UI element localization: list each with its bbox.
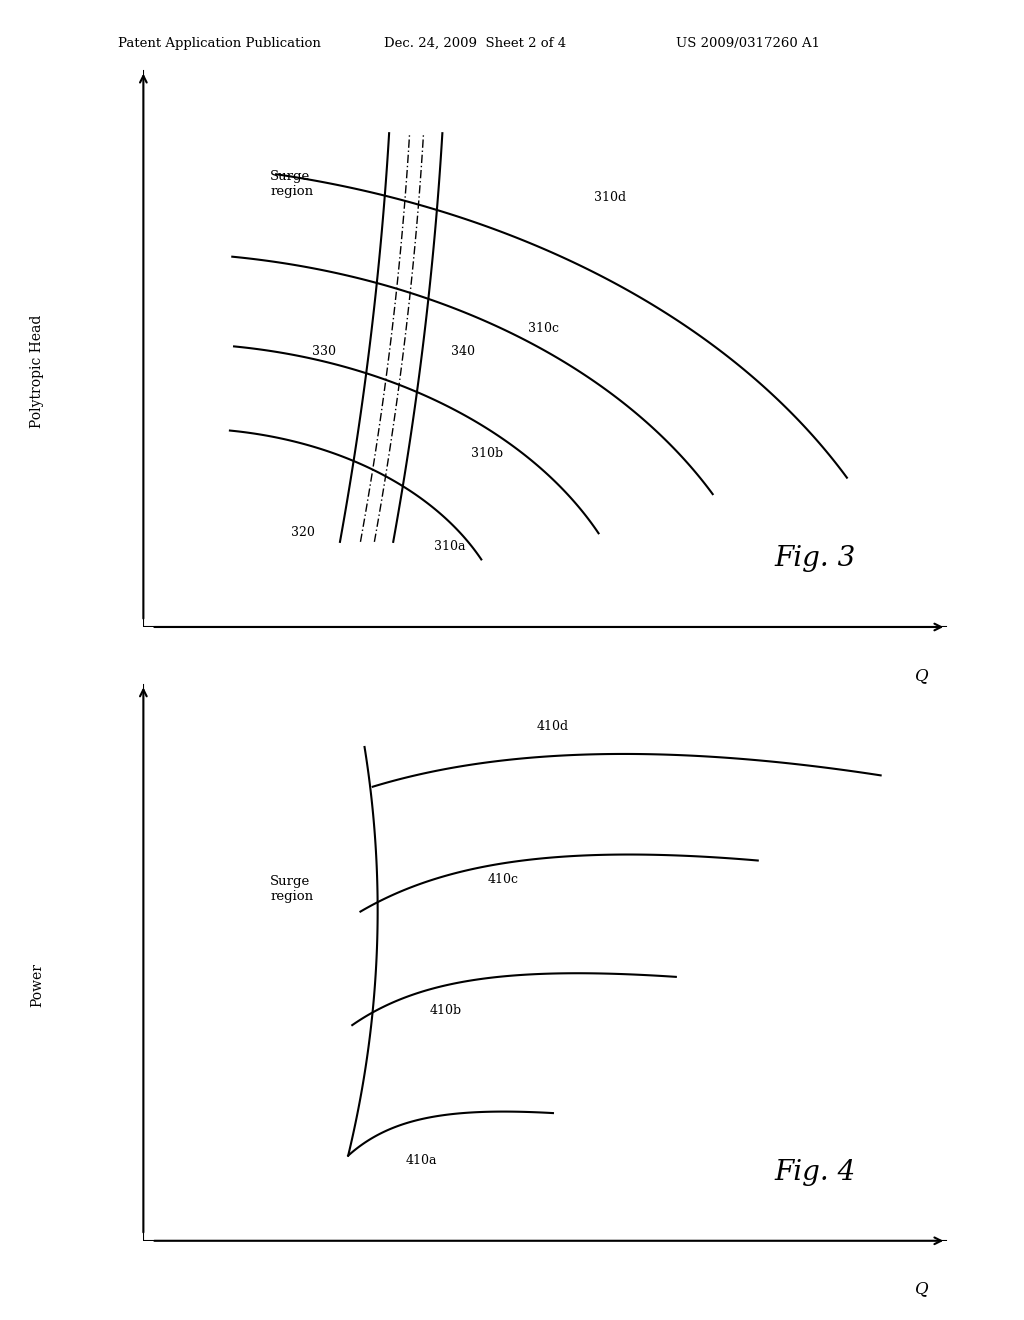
Text: 310b: 310b: [471, 446, 503, 459]
Text: 410a: 410a: [406, 1154, 437, 1167]
Text: Polytropic Head: Polytropic Head: [30, 315, 44, 428]
Text: 320: 320: [291, 527, 314, 539]
Text: 340: 340: [451, 345, 474, 358]
Text: 310a: 310a: [434, 540, 466, 553]
Text: 310d: 310d: [594, 191, 626, 205]
Text: 310c: 310c: [528, 322, 559, 335]
Text: Surge
region: Surge region: [270, 875, 313, 903]
Text: Power: Power: [30, 964, 44, 1007]
Text: US 2009/0317260 A1: US 2009/0317260 A1: [676, 37, 820, 50]
Text: Dec. 24, 2009  Sheet 2 of 4: Dec. 24, 2009 Sheet 2 of 4: [384, 37, 566, 50]
Text: 330: 330: [312, 345, 336, 358]
Text: Q: Q: [914, 667, 929, 684]
Text: Fig. 4: Fig. 4: [774, 1159, 856, 1187]
Text: 410c: 410c: [487, 874, 518, 886]
Text: 410b: 410b: [430, 1003, 462, 1016]
Text: Q: Q: [914, 1280, 929, 1298]
Text: Surge
region: Surge region: [270, 170, 313, 198]
Text: 410d: 410d: [537, 719, 568, 733]
Text: Fig. 3: Fig. 3: [774, 545, 856, 573]
Text: Patent Application Publication: Patent Application Publication: [118, 37, 321, 50]
